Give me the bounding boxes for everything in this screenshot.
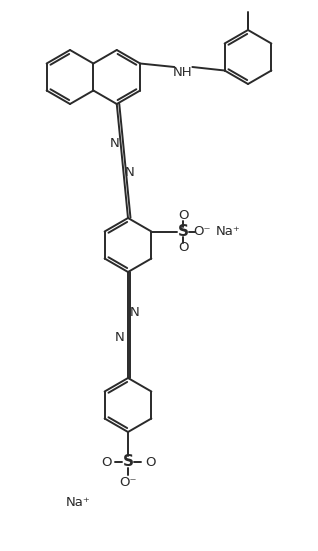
Text: N: N [115,331,125,344]
Text: O⁻: O⁻ [119,476,137,489]
Text: N: N [125,166,135,179]
Text: S: S [122,455,134,469]
Text: N: N [130,306,140,319]
Text: O: O [145,456,155,468]
Text: O⁻: O⁻ [194,225,211,238]
Text: NH: NH [173,66,192,78]
Text: O: O [178,209,189,222]
Text: S: S [178,224,189,239]
Text: N: N [110,137,120,150]
Text: O: O [101,456,111,468]
Text: Na⁺: Na⁺ [66,495,90,509]
Text: Na⁺: Na⁺ [216,225,241,238]
Text: O: O [178,241,189,254]
